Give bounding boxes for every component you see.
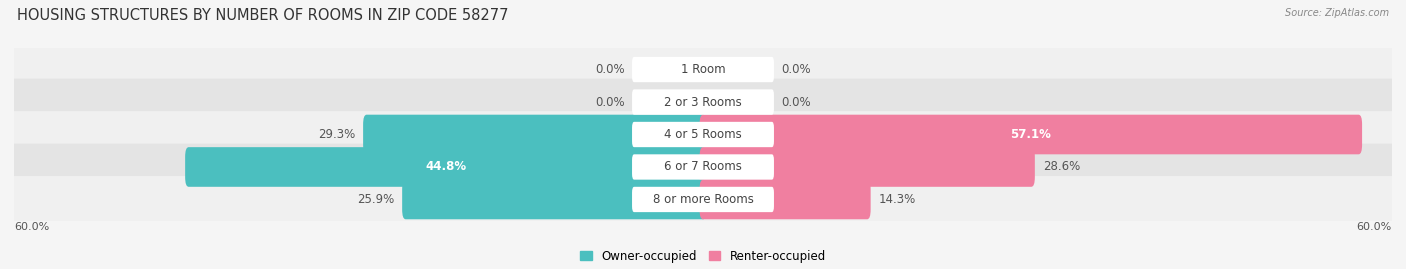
FancyBboxPatch shape	[700, 115, 1362, 154]
Text: 44.8%: 44.8%	[425, 161, 467, 174]
FancyBboxPatch shape	[402, 180, 706, 219]
Text: 57.1%: 57.1%	[1011, 128, 1052, 141]
Text: 6 or 7 Rooms: 6 or 7 Rooms	[664, 161, 742, 174]
Text: 8 or more Rooms: 8 or more Rooms	[652, 193, 754, 206]
Text: 60.0%: 60.0%	[14, 222, 49, 232]
FancyBboxPatch shape	[633, 57, 773, 82]
FancyBboxPatch shape	[11, 46, 1395, 93]
Text: 0.0%: 0.0%	[595, 95, 624, 108]
FancyBboxPatch shape	[11, 176, 1395, 223]
Text: Source: ZipAtlas.com: Source: ZipAtlas.com	[1285, 8, 1389, 18]
Legend: Owner-occupied, Renter-occupied: Owner-occupied, Renter-occupied	[579, 250, 827, 263]
Text: 28.6%: 28.6%	[1043, 161, 1080, 174]
FancyBboxPatch shape	[633, 89, 773, 115]
Text: 29.3%: 29.3%	[318, 128, 356, 141]
Text: 0.0%: 0.0%	[782, 95, 811, 108]
Text: 25.9%: 25.9%	[357, 193, 394, 206]
FancyBboxPatch shape	[186, 147, 706, 187]
Text: 1 Room: 1 Room	[681, 63, 725, 76]
FancyBboxPatch shape	[11, 144, 1395, 190]
FancyBboxPatch shape	[11, 111, 1395, 158]
FancyBboxPatch shape	[11, 79, 1395, 125]
Text: HOUSING STRUCTURES BY NUMBER OF ROOMS IN ZIP CODE 58277: HOUSING STRUCTURES BY NUMBER OF ROOMS IN…	[17, 8, 509, 23]
Text: 60.0%: 60.0%	[1357, 222, 1392, 232]
FancyBboxPatch shape	[633, 154, 773, 180]
FancyBboxPatch shape	[633, 187, 773, 212]
Text: 0.0%: 0.0%	[782, 63, 811, 76]
FancyBboxPatch shape	[700, 180, 870, 219]
Text: 2 or 3 Rooms: 2 or 3 Rooms	[664, 95, 742, 108]
FancyBboxPatch shape	[633, 122, 773, 147]
Text: 14.3%: 14.3%	[879, 193, 915, 206]
Text: 0.0%: 0.0%	[595, 63, 624, 76]
Text: 4 or 5 Rooms: 4 or 5 Rooms	[664, 128, 742, 141]
FancyBboxPatch shape	[363, 115, 706, 154]
FancyBboxPatch shape	[700, 147, 1035, 187]
